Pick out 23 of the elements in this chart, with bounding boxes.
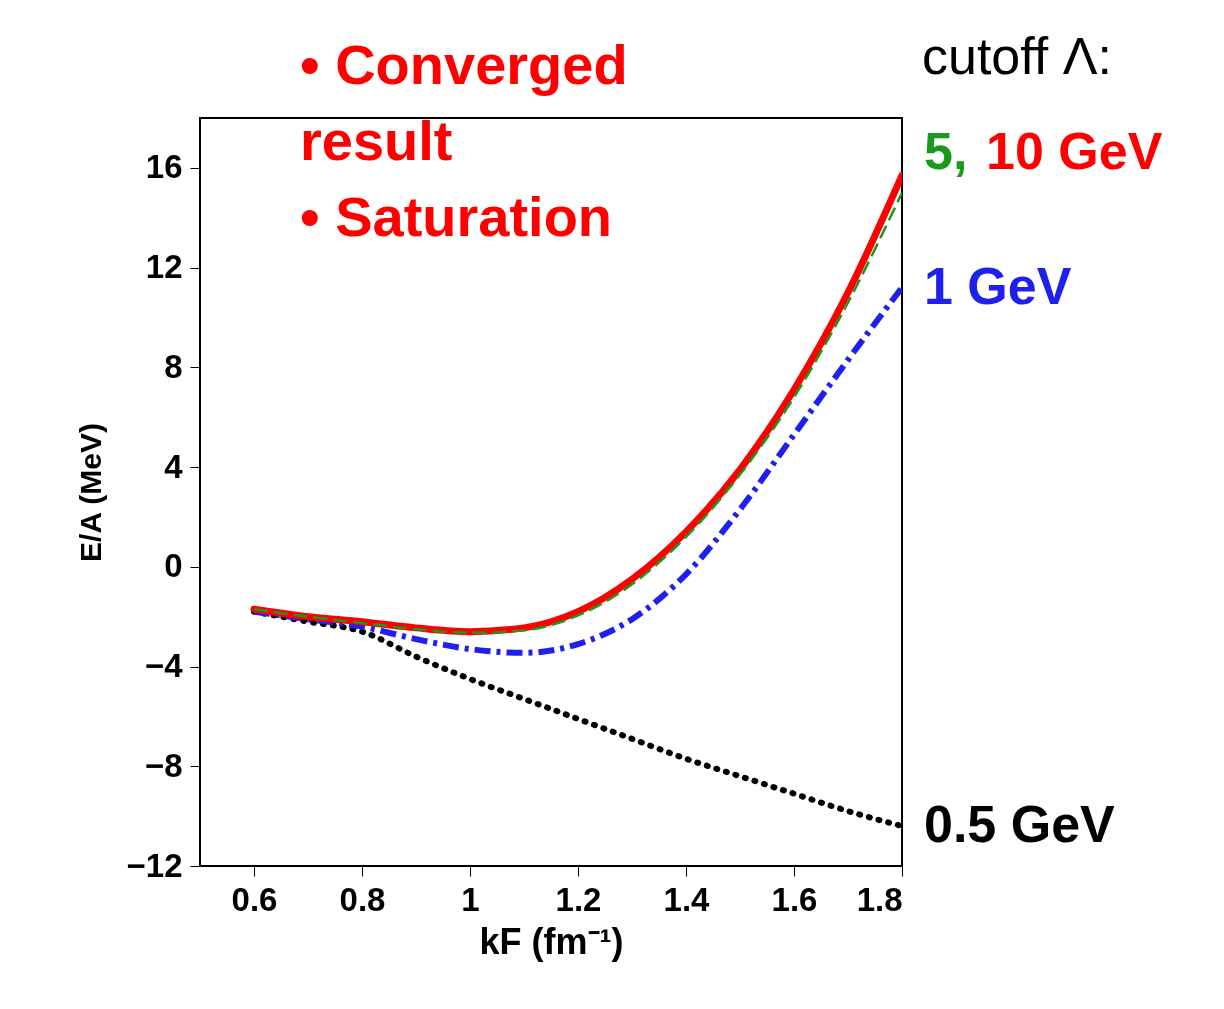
x-tick-label: 1.2 bbox=[555, 880, 602, 918]
x-axis-title: kF (fm⁻¹) bbox=[479, 920, 624, 962]
series-label: 0.5 GeV bbox=[924, 795, 1116, 854]
y-tick-label: 16 bbox=[145, 148, 183, 186]
series-label: 5, bbox=[924, 121, 968, 180]
x-tick-label: 1.6 bbox=[771, 880, 818, 918]
series-label: 1 GeV bbox=[924, 256, 1072, 315]
y-axis-title: E/A (MeV) bbox=[73, 423, 107, 562]
y-tick-label: −8 bbox=[144, 746, 183, 784]
x-tick-label: 0.8 bbox=[339, 880, 386, 918]
annotation: • Converged result • Saturation bbox=[300, 33, 628, 248]
x-tick-label: 1 bbox=[461, 880, 480, 918]
y-tick-label: −4 bbox=[144, 647, 184, 685]
x-tick-label: 0.6 bbox=[231, 880, 278, 918]
text: cutoff Λ: bbox=[922, 27, 1112, 85]
y-tick-label: 4 bbox=[164, 447, 184, 485]
series-label: 10 GeV bbox=[986, 121, 1163, 180]
x-tick-label: 1.8 bbox=[856, 880, 903, 918]
y-tick-label: 8 bbox=[164, 347, 183, 385]
x-tick-label: 1.4 bbox=[663, 880, 711, 918]
y-tick-label: 0 bbox=[164, 547, 183, 585]
y-tick-label: −12 bbox=[126, 846, 183, 884]
y-tick-label: 12 bbox=[145, 248, 183, 286]
